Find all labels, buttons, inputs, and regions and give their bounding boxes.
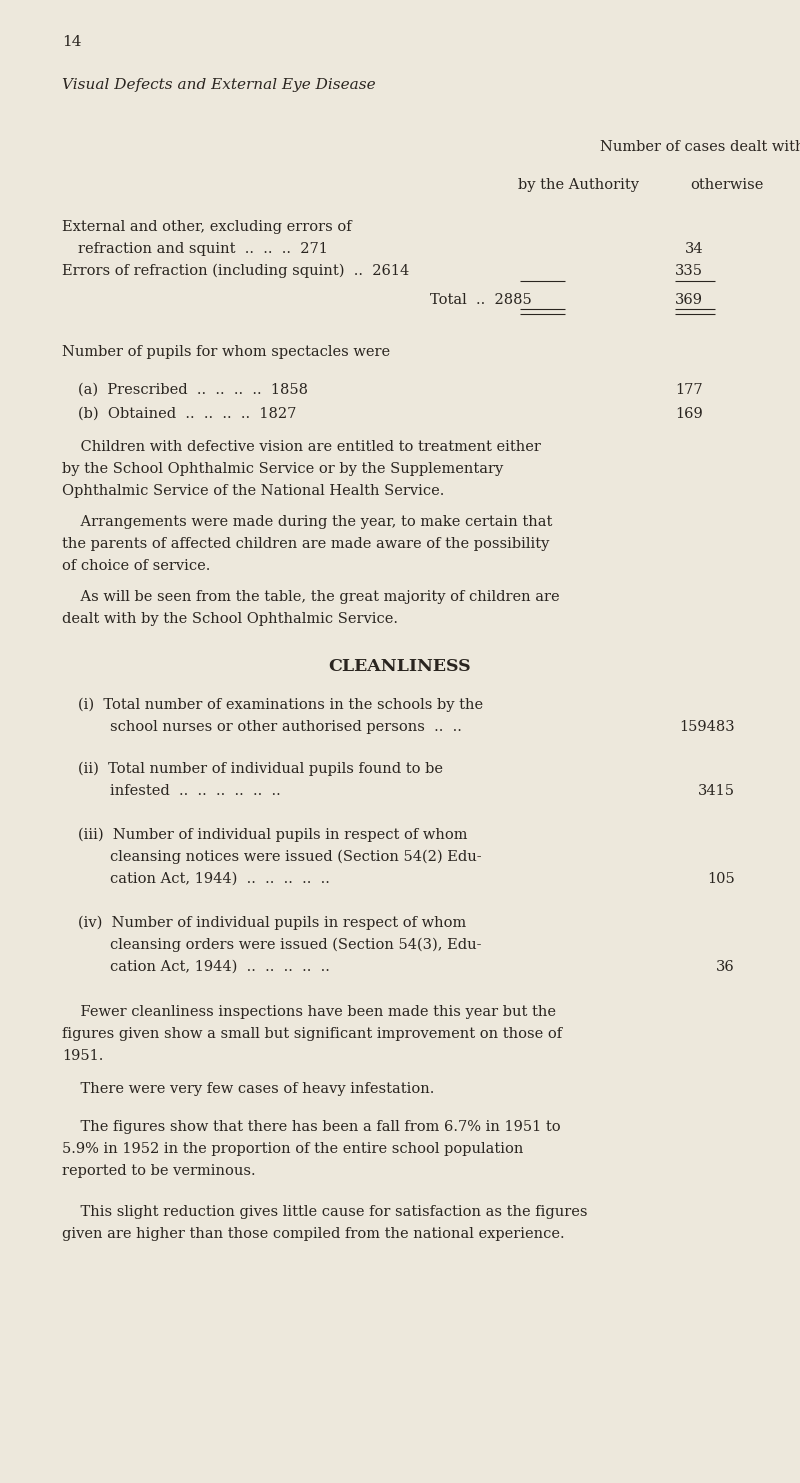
Text: school nurses or other authorised persons  ..  ..: school nurses or other authorised person… bbox=[110, 721, 462, 734]
Text: Errors of refraction (including squint)  ..  2614: Errors of refraction (including squint) … bbox=[62, 264, 410, 279]
Text: 3415: 3415 bbox=[698, 785, 735, 798]
Text: the parents of affected children are made aware of the possibility: the parents of affected children are mad… bbox=[62, 537, 550, 552]
Text: otherwise: otherwise bbox=[690, 178, 763, 191]
Text: 1951.: 1951. bbox=[62, 1048, 103, 1063]
Text: 105: 105 bbox=[707, 872, 735, 885]
Text: 36: 36 bbox=[716, 960, 735, 974]
Text: given are higher than those compiled from the national experience.: given are higher than those compiled fro… bbox=[62, 1226, 565, 1241]
Text: 369: 369 bbox=[675, 294, 703, 307]
Text: Visual Defects and External Eye Disease: Visual Defects and External Eye Disease bbox=[62, 79, 376, 92]
Text: 14: 14 bbox=[62, 36, 82, 49]
Text: 169: 169 bbox=[675, 406, 703, 421]
Text: This slight reduction gives little cause for satisfaction as the figures: This slight reduction gives little cause… bbox=[62, 1206, 587, 1219]
Text: Number of cases dealt with: Number of cases dealt with bbox=[600, 139, 800, 154]
Text: cleansing orders were issued (Section 54(3), Edu-: cleansing orders were issued (Section 54… bbox=[110, 939, 482, 952]
Text: (b)  Obtained  ..  ..  ..  ..  1827: (b) Obtained .. .. .. .. 1827 bbox=[78, 406, 296, 421]
Text: 159483: 159483 bbox=[679, 721, 735, 734]
Text: 34: 34 bbox=[684, 242, 703, 257]
Text: cation Act, 1944)  ..  ..  ..  ..  ..: cation Act, 1944) .. .. .. .. .. bbox=[110, 872, 330, 885]
Text: Arrangements were made during the year, to make certain that: Arrangements were made during the year, … bbox=[62, 515, 552, 529]
Text: figures given show a small but significant improvement on those of: figures given show a small but significa… bbox=[62, 1028, 562, 1041]
Text: 177: 177 bbox=[675, 383, 703, 397]
Text: (i)  Total number of examinations in the schools by the: (i) Total number of examinations in the … bbox=[78, 698, 483, 712]
Text: 5.9% in 1952 in the proportion of the entire school population: 5.9% in 1952 in the proportion of the en… bbox=[62, 1142, 523, 1157]
Text: of choice of service.: of choice of service. bbox=[62, 559, 210, 572]
Text: cleansing notices were issued (Section 54(2) Edu-: cleansing notices were issued (Section 5… bbox=[110, 850, 482, 865]
Text: CLEANLINESS: CLEANLINESS bbox=[329, 658, 471, 675]
Text: Number of pupils for whom spectacles were: Number of pupils for whom spectacles wer… bbox=[62, 346, 390, 359]
Text: As will be seen from the table, the great majority of children are: As will be seen from the table, the grea… bbox=[62, 590, 560, 604]
Text: refraction and squint  ..  ..  ..  271: refraction and squint .. .. .. 271 bbox=[78, 242, 328, 257]
Text: External and other, excluding errors of: External and other, excluding errors of bbox=[62, 219, 352, 234]
Text: 335: 335 bbox=[675, 264, 703, 277]
Text: (a)  Prescribed  ..  ..  ..  ..  1858: (a) Prescribed .. .. .. .. 1858 bbox=[78, 383, 308, 397]
Text: (ii)  Total number of individual pupils found to be: (ii) Total number of individual pupils f… bbox=[78, 762, 443, 777]
Text: by the Authority: by the Authority bbox=[518, 178, 639, 191]
Text: dealt with by the School Ophthalmic Service.: dealt with by the School Ophthalmic Serv… bbox=[62, 612, 398, 626]
Text: (iv)  Number of individual pupils in respect of whom: (iv) Number of individual pupils in resp… bbox=[78, 916, 466, 930]
Text: There were very few cases of heavy infestation.: There were very few cases of heavy infes… bbox=[62, 1083, 434, 1096]
Text: (iii)  Number of individual pupils in respect of whom: (iii) Number of individual pupils in res… bbox=[78, 828, 467, 842]
Text: by the School Ophthalmic Service or by the Supplementary: by the School Ophthalmic Service or by t… bbox=[62, 463, 503, 476]
Text: The figures show that there has been a fall from 6.7% in 1951 to: The figures show that there has been a f… bbox=[62, 1120, 561, 1134]
Text: Fewer cleanliness inspections have been made this year but the: Fewer cleanliness inspections have been … bbox=[62, 1005, 556, 1019]
Text: Ophthalmic Service of the National Health Service.: Ophthalmic Service of the National Healt… bbox=[62, 483, 444, 498]
Text: reported to be verminous.: reported to be verminous. bbox=[62, 1164, 256, 1178]
Text: infested  ..  ..  ..  ..  ..  ..: infested .. .. .. .. .. .. bbox=[110, 785, 281, 798]
Text: Children with defective vision are entitled to treatment either: Children with defective vision are entit… bbox=[62, 440, 541, 454]
Text: Total  ..  2885: Total .. 2885 bbox=[430, 294, 532, 307]
Text: cation Act, 1944)  ..  ..  ..  ..  ..: cation Act, 1944) .. .. .. .. .. bbox=[110, 960, 330, 974]
